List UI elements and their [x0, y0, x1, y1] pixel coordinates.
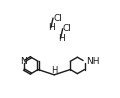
- Text: NH: NH: [86, 57, 100, 66]
- Text: H: H: [48, 23, 55, 32]
- Text: Cl: Cl: [63, 24, 72, 33]
- Text: H: H: [51, 66, 58, 75]
- Text: N: N: [20, 57, 27, 66]
- Text: Cl: Cl: [53, 14, 62, 23]
- Text: H: H: [58, 34, 65, 43]
